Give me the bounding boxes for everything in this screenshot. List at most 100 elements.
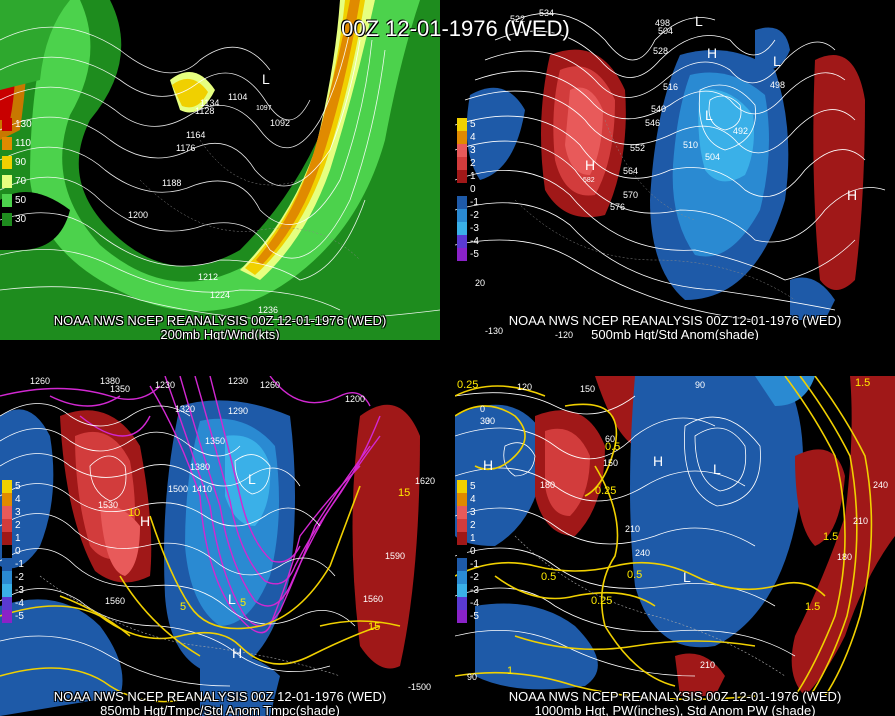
legend-item: -3 <box>457 222 491 235</box>
contour-label: 1260 <box>30 376 51 386</box>
contour-label: 1500 <box>168 484 189 494</box>
legend-item: 4 <box>2 493 36 506</box>
legend-item: 1 <box>457 170 491 183</box>
contour-label: 540 <box>651 104 667 114</box>
contour-label: 1560 <box>363 594 384 604</box>
legend-anomaly: 5 4 3 2 1 0 -1 -2 -3 -4 -5 <box>457 118 491 261</box>
contour-label: 150 <box>603 458 619 468</box>
contour-label: 504 <box>705 152 721 162</box>
legend-item: -4 <box>457 597 491 610</box>
contour-label: 504 <box>658 26 674 36</box>
legend-item: 3 <box>457 144 491 157</box>
grid-label: -120 <box>555 330 574 340</box>
legend-item: -2 <box>457 571 491 584</box>
legend-item: -1 <box>2 558 36 571</box>
contour-label: 150 <box>580 384 596 394</box>
contour-label: 1620 <box>415 476 436 486</box>
contour-label: 522 <box>510 14 526 24</box>
legend-item: -4 <box>2 597 36 610</box>
contour-label: 1380 <box>190 462 211 472</box>
contour-label: 498 <box>655 18 671 28</box>
contour-label: 240 <box>635 548 651 558</box>
low-marker: L <box>705 107 713 123</box>
low-value: 1097 <box>256 105 272 112</box>
contour-label: 1200 <box>345 394 366 404</box>
contour-label: 498 <box>770 80 786 90</box>
legend-item: 1 <box>457 532 491 545</box>
legend-item: 4 <box>457 131 491 144</box>
contour-label: 1560 <box>105 596 126 606</box>
pw-label: 1 <box>507 665 514 677</box>
legend-item: -3 <box>457 584 491 597</box>
pw-label: 0.5 <box>627 569 643 581</box>
legend-item: -5 <box>457 248 491 261</box>
contour-label: 1236 <box>258 305 279 315</box>
contour-label: 1224 <box>210 290 231 300</box>
contour-label: 570 <box>623 190 639 200</box>
legend-item: 0 <box>2 545 36 558</box>
caption-line1: NOAA NWS NCEP REANALYSIS 00Z 12-01-1976 … <box>53 313 387 328</box>
legend-item: 3 <box>457 506 491 519</box>
legend-item: 2 <box>457 519 491 532</box>
legend-item: 1 <box>2 532 36 545</box>
grid-label: 20 <box>475 278 486 288</box>
contour-label: 90 <box>695 380 706 390</box>
legend-item: 0 <box>457 545 491 558</box>
contour-label: -1500 <box>408 682 432 692</box>
contour-label: 546 <box>645 118 661 128</box>
caption-line1: NOAA NWS NCEP REANALYSIS 00Z 12-01-1976 … <box>508 313 842 328</box>
low-marker: L <box>228 591 236 607</box>
temp-label: 5 <box>240 597 247 609</box>
legend-item: -2 <box>457 209 491 222</box>
contour-label: 1230 <box>155 380 176 390</box>
high-marker: H <box>653 453 664 469</box>
high-marker: H <box>585 157 596 173</box>
caption-line2: 500mb Hgt/Std Anom(shade) <box>591 327 759 341</box>
legend-item: 50 <box>2 194 36 207</box>
contour-label: 516 <box>663 82 679 92</box>
contour-label: 1530 <box>98 500 119 510</box>
contour-label: 30 <box>485 416 496 426</box>
contour-label: 1590 <box>385 551 406 561</box>
high-value: 582 <box>583 177 595 184</box>
legend-item: 4 <box>457 493 491 506</box>
temp-label: 15 <box>398 487 411 499</box>
contour-label: 534 <box>539 8 555 18</box>
legend-anomaly: 5 4 3 2 1 0 -1 -2 -3 -4 -5 <box>2 480 36 623</box>
legend-item: 5 <box>457 118 491 131</box>
caption-line1: NOAA NWS NCEP REANALYSIS 00Z 12-01-1976 … <box>508 689 842 704</box>
panel-1000mb-pw: 5 4 3 2 1 0 -1 -2 -3 -4 -5 0.25 120 150 … <box>455 376 895 716</box>
contour-label: 240 <box>873 480 889 490</box>
contour-label: 1188 <box>162 178 182 188</box>
panel-200mb: 130 110 90 70 50 30 1092 1104 1128 1134 … <box>0 0 440 340</box>
legend-item: 110 <box>2 137 36 150</box>
contour-label: 0 <box>480 404 486 414</box>
low-marker: L <box>248 471 256 487</box>
panel-500mb: 5 4 3 2 1 0 -1 -2 -3 -4 -5 534 522 498 5… <box>455 0 895 340</box>
contour-label: 1092 <box>270 118 291 128</box>
pw-label: 0.25 <box>457 379 479 391</box>
contour-label: 564 <box>623 166 639 176</box>
high-marker: H <box>140 513 151 529</box>
caption-line2: 200mb Hgt/Wnd(kts) <box>160 327 280 341</box>
high-marker: H <box>483 457 494 473</box>
caption-line2: 850mb Hgt/Tmpc/Std Anom Tmpc(shade) <box>100 703 340 716</box>
legend-item: 30 <box>2 213 36 226</box>
contour-label: 1104 <box>228 92 248 102</box>
contour-label: 1350 <box>205 436 226 446</box>
high-marker: H <box>232 645 243 661</box>
low-marker: L <box>683 569 691 585</box>
contour-label: 60 <box>605 434 616 444</box>
map-850mb <box>0 376 440 716</box>
low-marker: L <box>713 461 721 477</box>
caption-line1: NOAA NWS NCEP REANALYSIS 00Z 12-01-1976 … <box>53 689 387 704</box>
contour-label: 210 <box>700 660 716 670</box>
legend-item: 5 <box>457 480 491 493</box>
contour-label: 1134 <box>200 98 220 108</box>
contour-label: 180 <box>837 552 853 562</box>
legend-item: -5 <box>2 610 36 623</box>
contour-label: 1164 <box>186 130 206 140</box>
legend-item: 3 <box>2 506 36 519</box>
contour-label: 30 <box>480 416 491 426</box>
low-marker: L <box>262 71 270 87</box>
